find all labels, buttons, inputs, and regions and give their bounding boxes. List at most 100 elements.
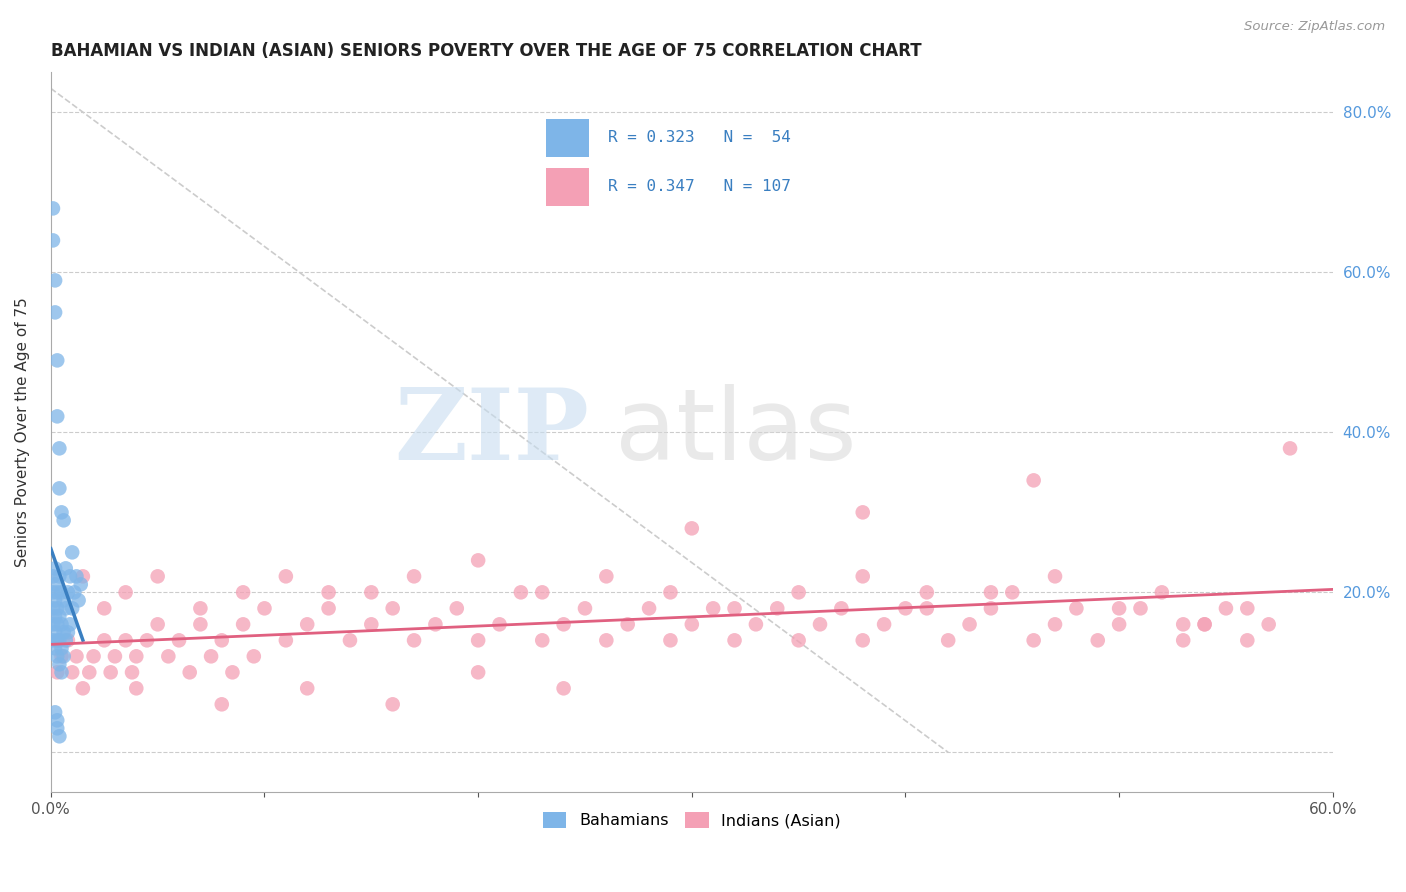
Point — [52, 593, 75, 607]
Point — [52, 625, 75, 640]
Point — [531, 585, 554, 599]
Point — [1194, 617, 1216, 632]
Point — [48, 569, 70, 583]
Point — [51, 649, 73, 664]
Point — [65, 649, 87, 664]
Point — [553, 617, 575, 632]
Point — [65, 569, 87, 583]
Point — [60, 545, 83, 559]
Point — [1043, 569, 1066, 583]
Point — [179, 665, 201, 680]
Point — [402, 633, 425, 648]
Point — [114, 585, 136, 599]
Point — [125, 681, 148, 696]
Point — [1236, 633, 1258, 648]
Point — [146, 617, 169, 632]
Point — [48, 481, 70, 495]
Point — [51, 641, 73, 656]
Point — [425, 617, 447, 632]
Point — [104, 649, 127, 664]
Point — [52, 513, 75, 527]
Text: Source: ZipAtlas.com: Source: ZipAtlas.com — [1244, 20, 1385, 33]
Point — [44, 305, 66, 319]
Point — [467, 553, 489, 567]
Point — [243, 649, 266, 664]
Point — [446, 601, 468, 615]
Point — [42, 234, 65, 248]
Point — [42, 601, 65, 615]
Point — [46, 601, 69, 615]
Point — [48, 609, 70, 624]
Point — [1108, 601, 1130, 615]
Point — [659, 633, 682, 648]
Point — [488, 617, 510, 632]
Point — [297, 617, 319, 632]
Point — [274, 569, 297, 583]
Point — [894, 601, 917, 615]
Point — [48, 729, 70, 743]
Point — [1108, 617, 1130, 632]
Point — [980, 601, 1002, 615]
Point — [44, 706, 66, 720]
Point — [1022, 474, 1045, 488]
Point — [681, 617, 703, 632]
Point — [232, 585, 254, 599]
Point — [125, 649, 148, 664]
Point — [1087, 633, 1109, 648]
Point — [46, 665, 69, 680]
Point — [59, 569, 82, 583]
Point — [51, 585, 73, 599]
Legend: Bahamians, Indians (Asian): Bahamians, Indians (Asian) — [536, 805, 848, 835]
Point — [157, 649, 180, 664]
Point — [915, 601, 938, 615]
Point — [93, 601, 115, 615]
Point — [42, 202, 65, 216]
Point — [167, 633, 190, 648]
Point — [232, 617, 254, 632]
Point — [852, 633, 875, 648]
Point — [48, 442, 70, 456]
Point — [1279, 442, 1302, 456]
Point — [46, 721, 69, 735]
Point — [723, 633, 745, 648]
Point — [616, 617, 638, 632]
Point — [56, 633, 79, 648]
Point — [381, 698, 404, 712]
Point — [723, 601, 745, 615]
Point — [55, 633, 77, 648]
Point — [595, 633, 617, 648]
Point — [852, 505, 875, 519]
Point — [702, 601, 724, 615]
Point — [51, 617, 73, 632]
Point — [211, 633, 233, 648]
Y-axis label: Seniors Poverty Over the Age of 75: Seniors Poverty Over the Age of 75 — [15, 298, 30, 567]
Point — [59, 617, 82, 632]
Point — [100, 665, 122, 680]
Point — [83, 649, 105, 664]
Point — [274, 633, 297, 648]
Point — [531, 633, 554, 648]
Point — [44, 625, 66, 640]
Text: atlas: atlas — [614, 384, 856, 481]
Point — [830, 601, 852, 615]
Point — [553, 681, 575, 696]
Point — [60, 665, 83, 680]
Point — [1043, 617, 1066, 632]
Point — [121, 665, 143, 680]
Point — [360, 585, 382, 599]
Point — [638, 601, 661, 615]
Point — [63, 585, 86, 599]
Point — [42, 569, 65, 583]
Point — [509, 585, 531, 599]
Point — [42, 617, 65, 632]
Point — [46, 353, 69, 368]
Point — [44, 641, 66, 656]
Point — [56, 625, 79, 640]
Point — [46, 649, 69, 664]
Point — [44, 273, 66, 287]
Point — [46, 409, 69, 424]
Point — [146, 569, 169, 583]
Point — [467, 633, 489, 648]
Point — [936, 633, 959, 648]
Point — [1001, 585, 1024, 599]
